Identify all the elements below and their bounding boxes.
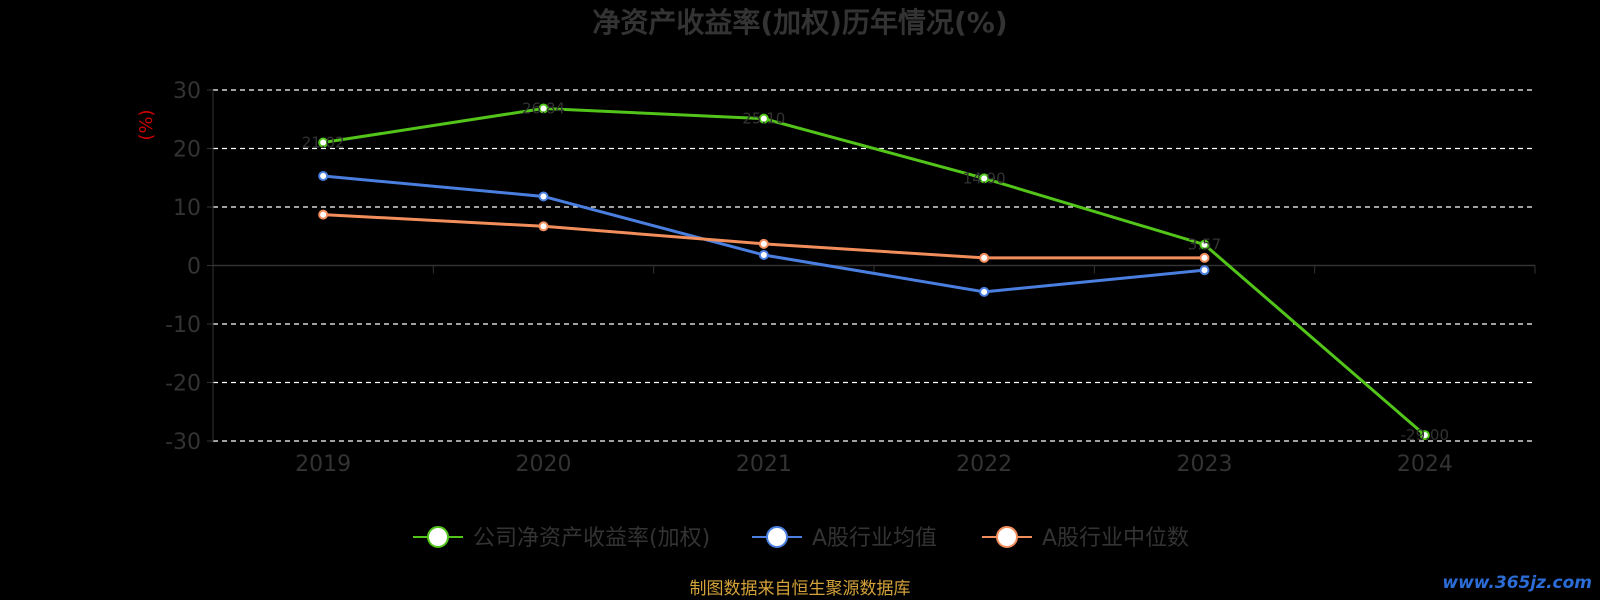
data-label: 21.02 — [302, 134, 345, 152]
legend-label: A股行业均值 — [812, 526, 937, 551]
data-point[interactable] — [538, 191, 549, 202]
data-point[interactable] — [758, 249, 769, 260]
grid — [213, 89, 1535, 442]
legend-item-2[interactable]: A股行业中位数 — [982, 526, 1189, 551]
series-line — [323, 174, 1205, 294]
series-layer: 21.02 26.84 25.10 14.90 3.57 -29.00 — [302, 99, 1449, 444]
data-point[interactable] — [1199, 239, 1210, 250]
legend-item-0[interactable]: 公司净资产收益率(加权) — [413, 526, 710, 551]
series-2 — [318, 209, 1210, 263]
y-tick-label: -10 — [165, 313, 201, 338]
data-label: 25.10 — [742, 110, 785, 128]
data-point[interactable] — [758, 113, 769, 124]
series-line — [322, 106, 1426, 437]
legend-marker — [427, 526, 449, 548]
legend[interactable]: 公司净资产收益率(加权) A股行业均值 A股行业中位数 — [413, 526, 1189, 551]
data-point[interactable] — [318, 137, 329, 148]
y-tick-label: -20 — [165, 372, 201, 397]
y-tick-label: 10 — [173, 196, 201, 221]
y-tick-label: -30 — [165, 430, 201, 455]
chart-title: 净资产收益率(加权)历年情况(%) — [592, 6, 1007, 39]
data-point[interactable] — [538, 221, 549, 232]
data-point[interactable] — [979, 286, 990, 297]
data-point[interactable] — [979, 173, 990, 184]
data-point[interactable] — [318, 170, 329, 181]
legend-item-1[interactable]: A股行业均值 — [752, 526, 937, 551]
y-tick-label: 30 — [173, 79, 201, 104]
axes: 30 20 10 0 -10 -20 -30 2019 2020 2021 2022 2023 2024 — [165, 79, 1536, 477]
data-point[interactable] — [758, 238, 769, 249]
x-tick-label: 2023 — [1177, 452, 1233, 477]
y-tick-label: 20 — [173, 138, 201, 163]
y-axis-label: (%) — [136, 109, 157, 140]
legend-label: A股行业中位数 — [1042, 526, 1189, 551]
y-tick-label: 0 — [187, 255, 201, 280]
data-source-note: 制图数据来自恒生聚源数据库 — [690, 579, 911, 599]
data-point[interactable] — [1199, 252, 1210, 263]
watermark: www.365jz.com — [1442, 573, 1592, 593]
data-point[interactable] — [538, 103, 549, 114]
x-tick-label: 2021 — [736, 452, 792, 477]
x-tick-label: 2020 — [516, 452, 572, 477]
legend-marker — [996, 526, 1018, 548]
data-point[interactable] — [318, 209, 329, 220]
x-tick-label: 2019 — [295, 452, 351, 477]
data-label: -29.00 — [1401, 426, 1449, 444]
data-point[interactable] — [1199, 265, 1210, 276]
series-0: 21.02 26.84 25.10 14.90 3.57 -29.00 — [302, 99, 1449, 444]
data-point[interactable] — [979, 252, 990, 263]
data-point[interactable] — [1419, 430, 1430, 441]
data-label: 3.57 — [1188, 236, 1221, 254]
x-tick-label: 2022 — [956, 452, 1012, 477]
x-tick-label: 2024 — [1397, 452, 1453, 477]
data-label: 26.84 — [522, 99, 565, 117]
legend-label: 公司净资产收益率(加权) — [473, 526, 710, 551]
series-1 — [318, 170, 1210, 297]
legend-marker — [766, 526, 788, 548]
data-label: 14.90 — [963, 169, 1006, 187]
